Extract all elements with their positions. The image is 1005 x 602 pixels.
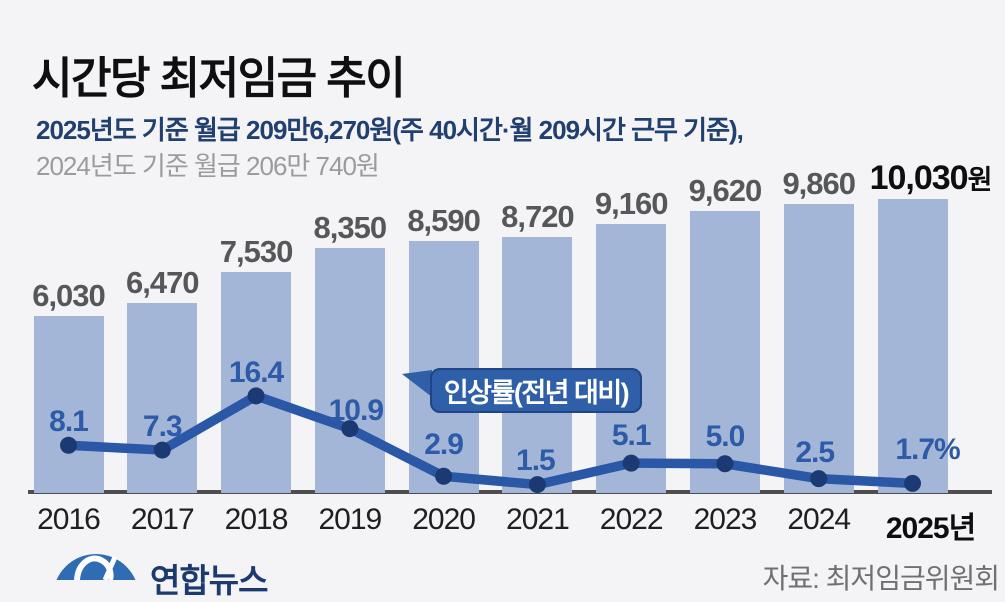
year-label-2025: 2025년 bbox=[885, 512, 976, 545]
wage-bar-2017 bbox=[127, 303, 198, 493]
year-label-2022: 2022 bbox=[599, 503, 664, 536]
rate-value-label: 1.7% bbox=[895, 433, 960, 467]
year-label-2023: 2023 bbox=[693, 503, 758, 536]
year-label-2017: 2017 bbox=[130, 503, 195, 536]
year-label-2018: 2018 bbox=[224, 503, 289, 536]
subtitle-2024-monthly: 2024년도 기준 월급 206만 740원 bbox=[36, 151, 380, 181]
year-label-2024: 2024 bbox=[787, 503, 851, 536]
rate-value-label: 16.4 bbox=[228, 355, 284, 389]
source-credit: 자료: 최저임금위원회 bbox=[762, 563, 1000, 594]
wage-value-label: 10,030원 bbox=[869, 158, 993, 197]
wage-value-label: 9,860 bbox=[782, 165, 856, 201]
yonhap-logo-icon bbox=[56, 554, 136, 580]
year-label-2021: 2021 bbox=[506, 503, 570, 536]
rate-legend-callout: 인상률(전년 대비) bbox=[430, 368, 642, 413]
wage-value-label: 9,160 bbox=[594, 186, 669, 222]
callout-pointer-icon bbox=[402, 370, 432, 397]
year-label-2016: 2016 bbox=[37, 503, 101, 536]
wage-value-label: 8,590 bbox=[407, 203, 481, 239]
subtitle-2025-monthly: 2025년도 기준 월급 209만6,270원(주 40시간·월 209시간 근… bbox=[36, 115, 744, 145]
wage-value-label: 8,350 bbox=[313, 210, 388, 246]
wage-value-label: 8,720 bbox=[501, 199, 575, 235]
rate-value-label: 7.3 bbox=[142, 410, 183, 444]
yonhap-logo-text: 연합뉴스 bbox=[150, 562, 268, 599]
year-label-2019: 2019 bbox=[318, 503, 382, 536]
chart-area: 6,030 2016 8.1 6,470 2017 7.3 7,530 2018 16.4 8,3… bbox=[28, 158, 993, 545]
page-title: 시간당 최저임금 추이 bbox=[32, 54, 406, 103]
wage-value-label: 7,530 bbox=[219, 234, 294, 270]
year-label-2020: 2020 bbox=[412, 503, 476, 536]
wage-value-label: 9,620 bbox=[688, 172, 763, 208]
wage-value-label: 6,030 bbox=[32, 278, 106, 314]
wage-value-label: 6,470 bbox=[125, 265, 200, 301]
